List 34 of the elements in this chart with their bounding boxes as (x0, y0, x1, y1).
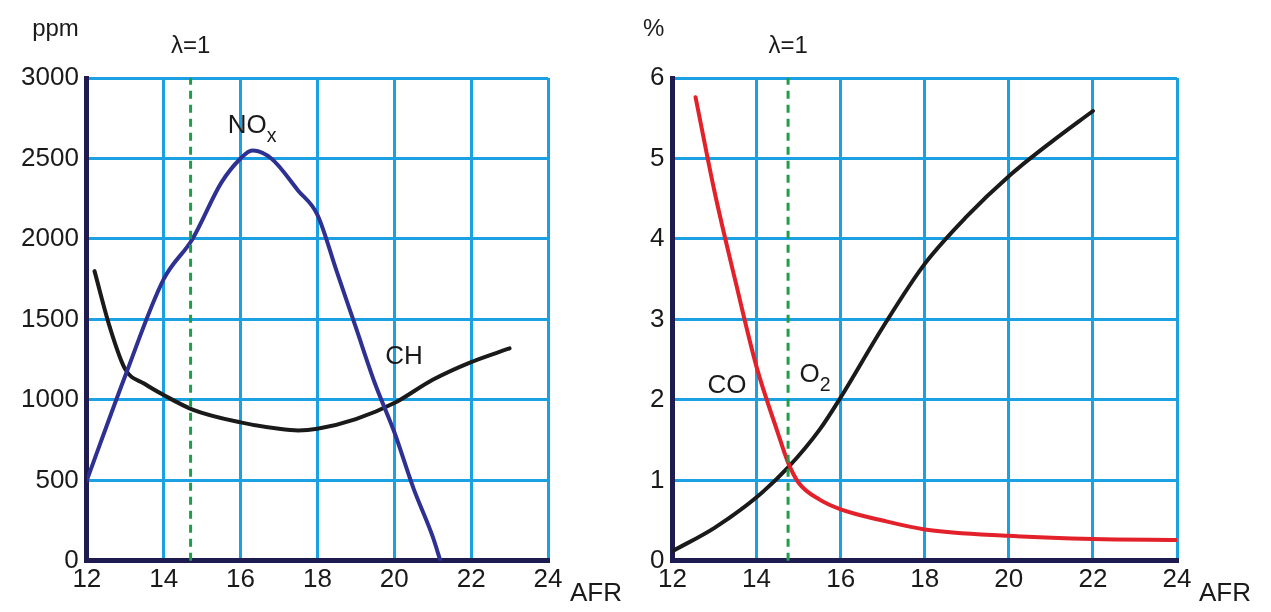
y-tick-label: 1000 (21, 383, 79, 414)
x-tick-label: 18 (302, 562, 332, 593)
y-tick-label: 6 (649, 61, 665, 92)
y-tick-label: 1500 (21, 302, 79, 333)
x-tick-label: 24 (1162, 562, 1192, 593)
line-series (672, 108, 1095, 554)
x-tick-label: 16 (226, 562, 256, 593)
x-tick-label: 14 (742, 562, 772, 593)
x-tick-label: 24 (533, 562, 563, 593)
y-tick-label: 2 (649, 383, 665, 414)
y-tick-label: 3000 (21, 61, 79, 92)
y-tick-label: 500 (35, 463, 79, 494)
x-tick-label: 16 (826, 562, 856, 593)
x-tick-label: 14 (149, 562, 179, 593)
y-axis-title: ppm (32, 14, 79, 41)
text: λ=1 (170, 31, 211, 58)
annotation: CO (707, 369, 747, 400)
y-tick-label: 1 (649, 463, 665, 494)
x-tick-label: 20 (379, 562, 409, 593)
y-tick-label: 5 (649, 141, 665, 172)
y-tick-label: 3 (649, 302, 665, 333)
y-tick-label: 2500 (21, 141, 79, 172)
x-tick-label: 22 (1078, 562, 1108, 593)
x-tick-label: 22 (456, 562, 486, 593)
x-tick-label: 18 (910, 562, 940, 593)
x-axis-title: AFR (570, 576, 622, 607)
y-axis-title: % (643, 14, 665, 41)
y-tick-label: 4 (649, 222, 665, 253)
x-axis-title: AFR (1199, 576, 1251, 607)
line-series (86, 148, 443, 561)
text: λ=1 (768, 31, 808, 58)
x-tick-label: 20 (994, 562, 1024, 593)
line-series (92, 269, 512, 433)
y-tick-label: 2000 (21, 222, 79, 253)
